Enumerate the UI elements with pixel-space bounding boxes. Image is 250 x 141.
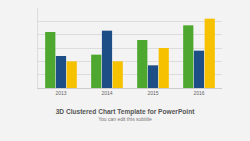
html-text:3D Clustered Chart Template fo: 3D Clustered Chart Template for PowerPoi… (55, 108, 195, 115)
svg-text:2015: 2015 (147, 90, 158, 96)
svg-text:2014: 2014 (101, 90, 112, 96)
svg-text:2013: 2013 (55, 90, 66, 96)
svg-text:2016: 2016 (193, 90, 204, 96)
html-text:You can edit this subtitle: You can edit this subtitle (98, 116, 152, 122)
